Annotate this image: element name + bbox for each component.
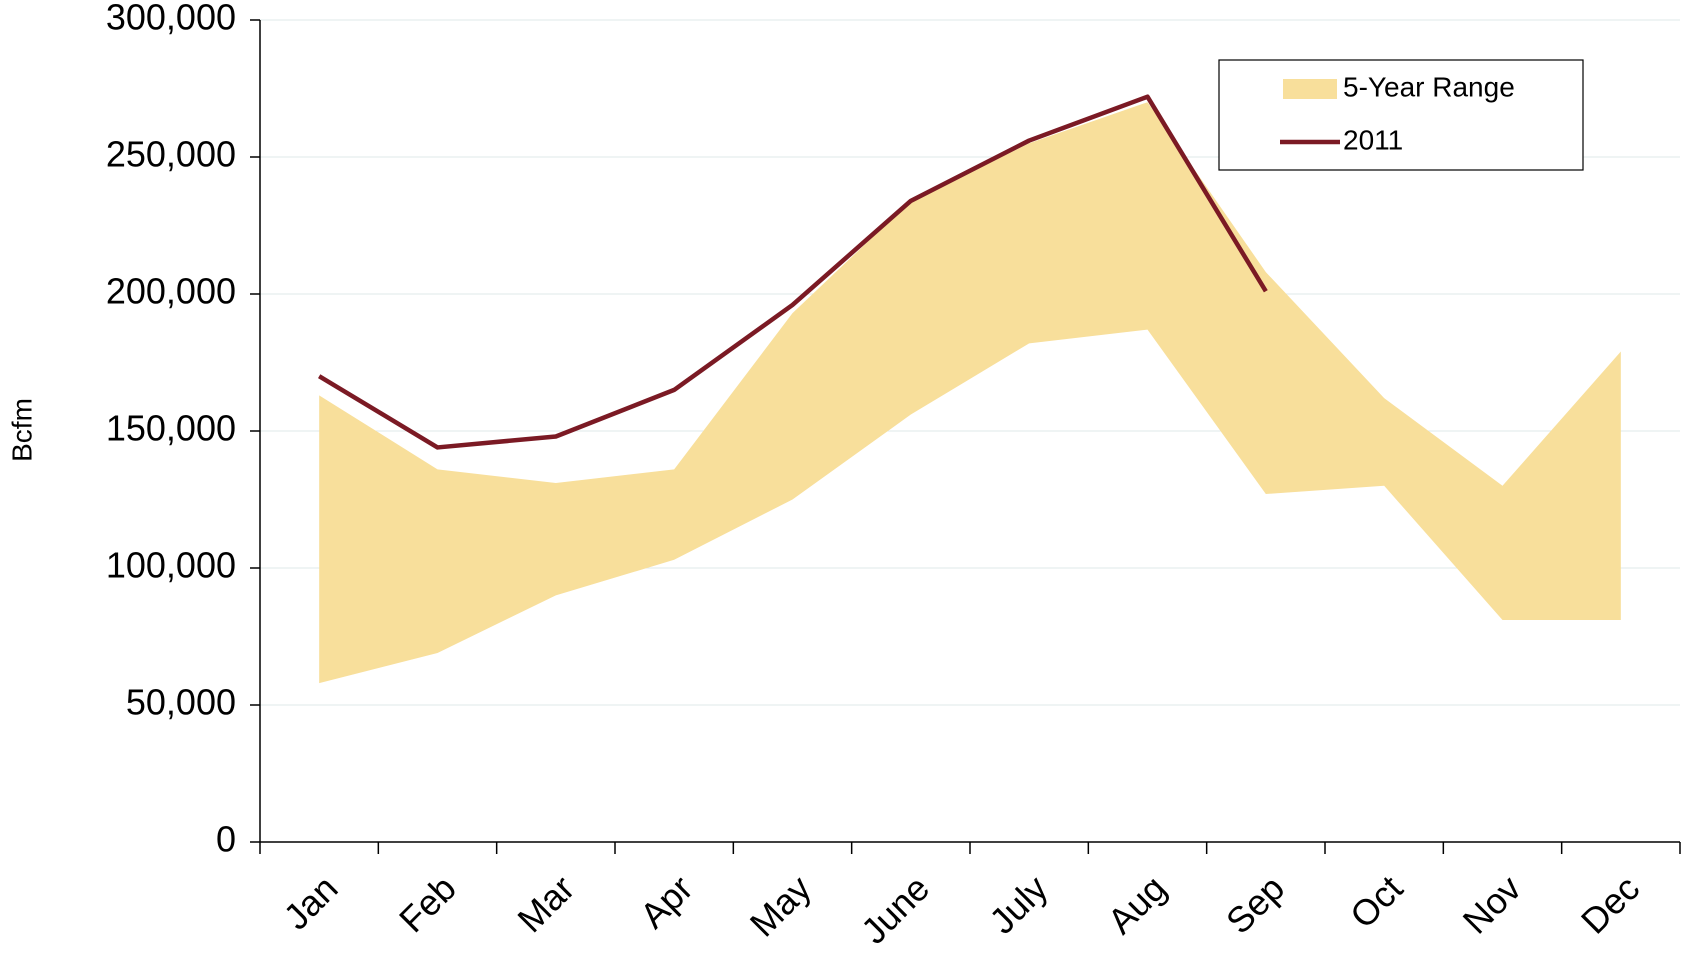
y-tick-label: 200,000 [106, 271, 236, 312]
x-tick-label: July [981, 867, 1055, 941]
y-axis-title: Bcfm [6, 398, 37, 462]
y-tick-label: 100,000 [106, 545, 236, 586]
legend-box [1218, 59, 1584, 171]
x-tick-label: Oct [1342, 867, 1411, 936]
x-tick-label: Feb [391, 867, 464, 940]
x-tick-label: Apr [632, 867, 701, 936]
x-tick-label: Aug [1100, 867, 1174, 941]
x-tick-label: Sep [1218, 867, 1292, 941]
y-tick-label: 0 [216, 819, 236, 860]
y-tick-label: 250,000 [106, 134, 236, 175]
y-tick-label: 300,000 [106, 0, 236, 38]
legend-label: 2011 [1343, 124, 1403, 155]
legend-label: 5-Year Range [1343, 71, 1515, 102]
legend: 5-Year Range 2011 [1218, 59, 1584, 171]
y-tick-label: 150,000 [106, 408, 236, 449]
line [318, 94, 1268, 450]
range-area [319, 102, 1621, 684]
x-tick-label: Dec [1573, 867, 1647, 941]
x-tick-label: Nov [1455, 867, 1529, 941]
x-tick-label: June [853, 867, 937, 951]
x-tick-label: Jan [276, 867, 346, 937]
y-tick-label: 50,000 [126, 682, 236, 723]
x-tick-label: Mar [509, 867, 582, 940]
legend-swatch [1283, 79, 1337, 99]
x-tick-label: May [742, 867, 819, 944]
